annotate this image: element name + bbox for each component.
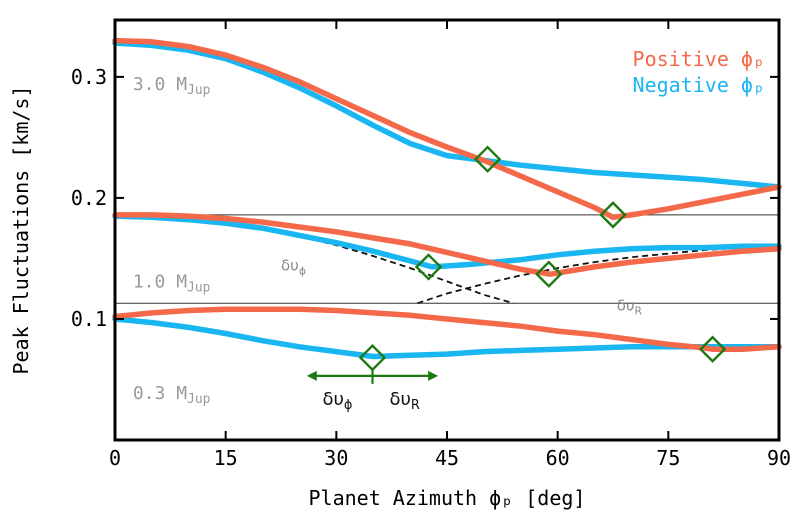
legend-entry-0: Positive ϕₚ bbox=[633, 47, 765, 71]
diamond-marker-0 bbox=[473, 145, 502, 173]
arrow-head-left bbox=[306, 370, 317, 381]
series-line-3 bbox=[112, 212, 782, 277]
diamond-marker-1 bbox=[599, 201, 627, 229]
legend-entry-1: Negative ϕₚ bbox=[633, 73, 765, 97]
diamond-marker-4 bbox=[358, 343, 387, 372]
x-tick-label-1: 15 bbox=[214, 446, 238, 470]
mass-label-1: 1.0 MJup bbox=[133, 271, 211, 295]
y-tick-label-0: 0.1 bbox=[71, 307, 107, 331]
series-line-2 bbox=[112, 213, 782, 270]
diamond-marker-5 bbox=[698, 335, 727, 363]
dashed-label-1: δυR bbox=[617, 296, 643, 317]
mass-label-2: 0.3 MJup bbox=[133, 383, 211, 407]
y-axis-label: Peak Fluctuations [km/s] bbox=[9, 86, 33, 375]
y-tick-label-2: 0.3 bbox=[71, 65, 107, 89]
mass-label-0: 3.0 MJup bbox=[133, 74, 211, 98]
diamond-marker-2 bbox=[414, 253, 443, 281]
x-tick-label-2: 30 bbox=[324, 446, 348, 470]
y-tick-label-1: 0.2 bbox=[71, 186, 107, 210]
x-axis-label: Planet Azimuth ϕₚ [deg] bbox=[309, 486, 586, 510]
x-tick-label-0: 0 bbox=[109, 446, 121, 470]
diamond-marker-3 bbox=[535, 260, 563, 288]
x-tick-label-5: 75 bbox=[656, 446, 680, 470]
x-tick-label-6: 90 bbox=[767, 446, 791, 470]
x-tick-label-3: 45 bbox=[435, 446, 459, 470]
series-line-5 bbox=[112, 306, 782, 352]
series-line-1 bbox=[112, 37, 782, 221]
arrow-label-right: δυR bbox=[389, 389, 419, 413]
dashed-label-0: δυϕ bbox=[281, 257, 306, 278]
series-line-4 bbox=[112, 316, 782, 360]
x-tick-label-4: 60 bbox=[546, 446, 570, 470]
arrow-head-right bbox=[428, 370, 439, 381]
arrow-label-left: δυϕ bbox=[322, 389, 352, 413]
series-line-0 bbox=[112, 40, 782, 190]
